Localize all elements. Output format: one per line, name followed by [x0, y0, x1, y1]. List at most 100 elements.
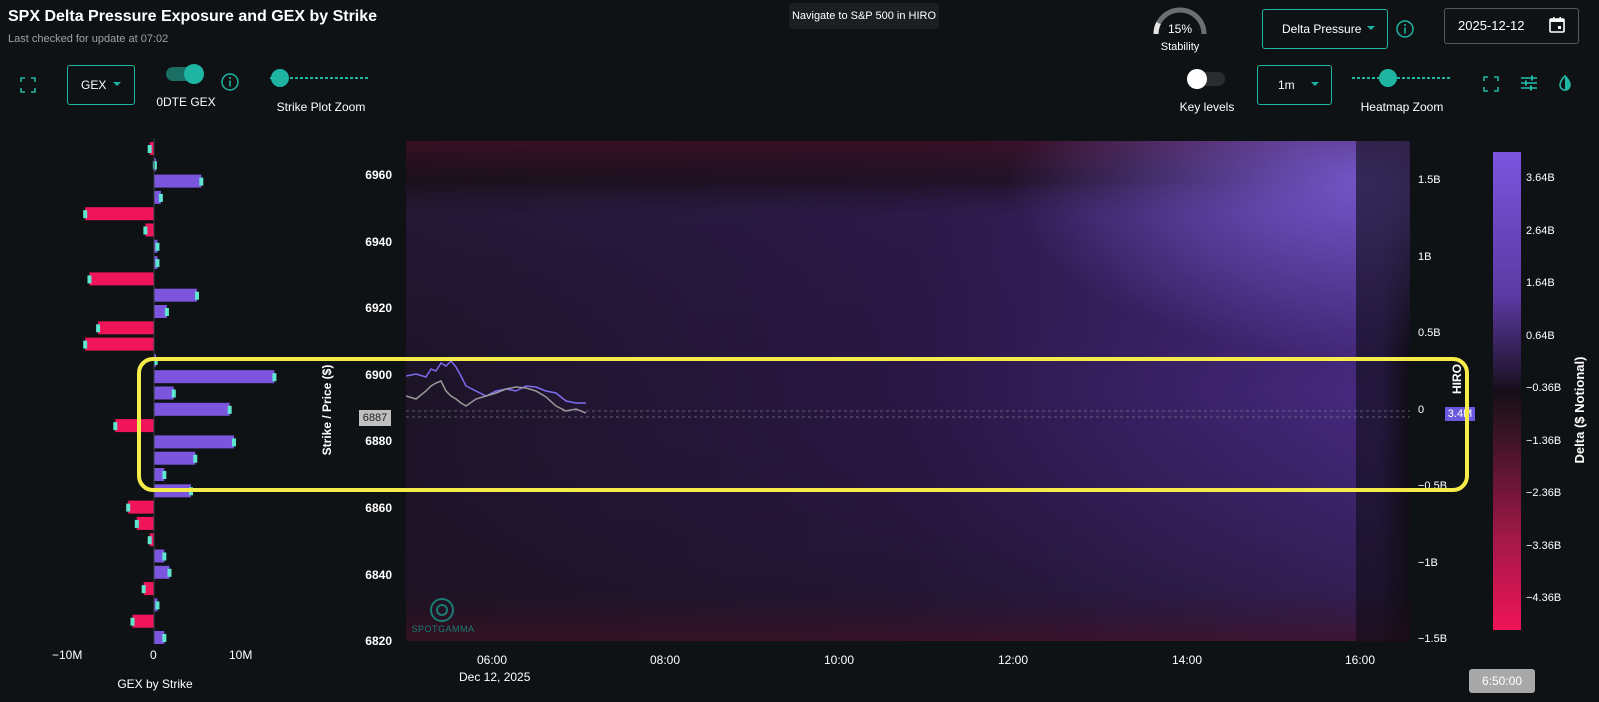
highlight-box: [137, 357, 1469, 492]
heatmap-ytick: 6840: [365, 567, 392, 582]
gex-marker: [272, 373, 277, 382]
heatmap-ytick: 6960: [365, 168, 392, 182]
gex-bar: [154, 468, 165, 481]
calendar-icon[interactable]: [1548, 16, 1566, 39]
colorbar: [1493, 152, 1521, 630]
colorbar-tick: 2.64B: [1526, 224, 1555, 237]
gex-bar: [154, 370, 275, 384]
heatmap-ytick: 6900: [365, 367, 392, 382]
gex-marker: [227, 405, 232, 414]
odte-gex-label: 0DTE GEX: [156, 95, 216, 109]
gex-marker: [113, 422, 118, 431]
gex-bar: [154, 305, 167, 318]
gex-bar: [85, 207, 154, 221]
gex-marker: [147, 145, 152, 153]
colorbar-tick: 1.64B: [1526, 277, 1555, 289]
heatmap-xtick: 16:00: [1345, 653, 1376, 667]
colorbar-tick: −0.36B: [1526, 382, 1562, 394]
gex-marker: [147, 536, 152, 545]
hiro-line-gray: [406, 380, 587, 414]
gex-marker: [126, 503, 131, 512]
gex-bar: [85, 337, 154, 351]
heatmap-zoom-label: Heatmap Zoom: [1360, 100, 1444, 114]
gex-bar: [136, 516, 154, 530]
chevron-down-icon: [112, 78, 122, 92]
gex-select[interactable]: GEX: [67, 65, 135, 105]
gex-bar: [154, 190, 161, 204]
info-icon[interactable]: [1395, 19, 1415, 44]
gex-bar: [149, 142, 154, 155]
time-badge-text: 6:50:00: [1481, 674, 1523, 688]
hiro-tick: 1B: [1418, 250, 1432, 263]
gex-marker: [195, 291, 199, 300]
gex-bar: [154, 288, 197, 302]
gex-bar: [98, 321, 154, 335]
strike-plot-zoom-label: Strike Plot Zoom: [276, 100, 366, 114]
contrast-icon[interactable]: [1557, 74, 1573, 96]
stability-value: 15%: [1167, 22, 1193, 36]
key-levels-toggle[interactable]: [1187, 69, 1227, 89]
key-levels-label: Key levels: [1179, 100, 1235, 114]
hiro-tick: −1.5B: [1418, 633, 1448, 645]
fullscreen-icon[interactable]: [1483, 76, 1499, 97]
info-icon[interactable]: [220, 72, 240, 97]
date-value: 2025-12-12: [1458, 18, 1525, 33]
stability-label: Stability: [1160, 41, 1200, 53]
last-checked-text: Last checked for update at 07:02: [8, 33, 169, 45]
heatmap-xtick: 10:00: [824, 653, 855, 667]
interval-select[interactable]: 1m: [1257, 65, 1332, 105]
gex-bar: [154, 565, 170, 579]
gex-bar: [145, 223, 154, 237]
gex-bar: [154, 402, 230, 416]
time-badge: 6:50:00: [1469, 669, 1535, 693]
colorbar-tick: −1.36B: [1526, 434, 1562, 447]
gex-marker: [155, 259, 160, 268]
gex-xtick: 10M: [229, 648, 253, 662]
gex-marker: [231, 438, 236, 447]
heatmap-ytick: 6860: [365, 501, 392, 515]
gex-bar: [128, 500, 154, 514]
gex-marker: [162, 471, 167, 479]
gex-bar: [143, 582, 154, 596]
gex-marker: [167, 568, 172, 577]
gex-bar: [154, 631, 165, 644]
navigate-hiro-tooltip[interactable]: Navigate to S&P 500 in HIRO: [789, 3, 939, 29]
colorbar-tick: −2.36B: [1526, 487, 1562, 499]
stability-gauge-arc: [1153, 7, 1207, 35]
fullscreen-icon[interactable]: [20, 77, 36, 98]
hiro-tick: 1.5B: [1418, 174, 1441, 186]
colorbar-tick: −4.36B: [1526, 592, 1562, 604]
heatmap-ytick: 6940: [365, 234, 392, 249]
gex-xtick: −10M: [52, 648, 83, 662]
gex-bar: [154, 435, 234, 449]
chevron-down-icon: [1310, 78, 1320, 92]
gex-marker: [143, 226, 148, 235]
gex-bar: [149, 533, 154, 547]
spotgamma-logo: SPOTGAMMA: [408, 596, 478, 636]
gex-marker: [96, 324, 101, 333]
stability-gauge: 15% Stability: [1148, 4, 1212, 54]
current-price-badge: 6887: [359, 410, 391, 426]
odte-gex-toggle[interactable]: [166, 64, 206, 84]
hiro-tick: 0.5B: [1418, 327, 1441, 339]
gex-marker: [152, 161, 157, 170]
sliders-icon[interactable]: [1520, 74, 1538, 97]
gex-marker: [199, 177, 204, 186]
date-picker[interactable]: 2025-12-12: [1444, 8, 1579, 44]
heatmap-date-label: Dec 12, 2025: [459, 670, 531, 684]
heatmap-xtick: 08:00: [650, 653, 681, 667]
view-select[interactable]: Delta Pressure: [1262, 9, 1388, 49]
gex-marker: [164, 308, 169, 316]
gex-bar: [154, 174, 202, 188]
page-title: SPX Delta Pressure Exposure and GEX by S…: [8, 8, 378, 25]
heatmap-zoom-slider[interactable]: [1350, 68, 1454, 88]
heatmap-ytick: 6920: [365, 301, 392, 316]
colorbar-label: Delta ($ Notional): [1572, 356, 1587, 464]
strike-plot-zoom-slider[interactable]: [268, 68, 372, 88]
colorbar-tick: 3.64B: [1526, 172, 1555, 184]
gex-marker: [158, 193, 163, 202]
gex-bar: [132, 614, 154, 628]
delta-heatmap: [406, 141, 1410, 641]
interval-select-value: 1m: [1278, 78, 1295, 92]
logo-text: SPOTGAMMA: [411, 624, 475, 634]
